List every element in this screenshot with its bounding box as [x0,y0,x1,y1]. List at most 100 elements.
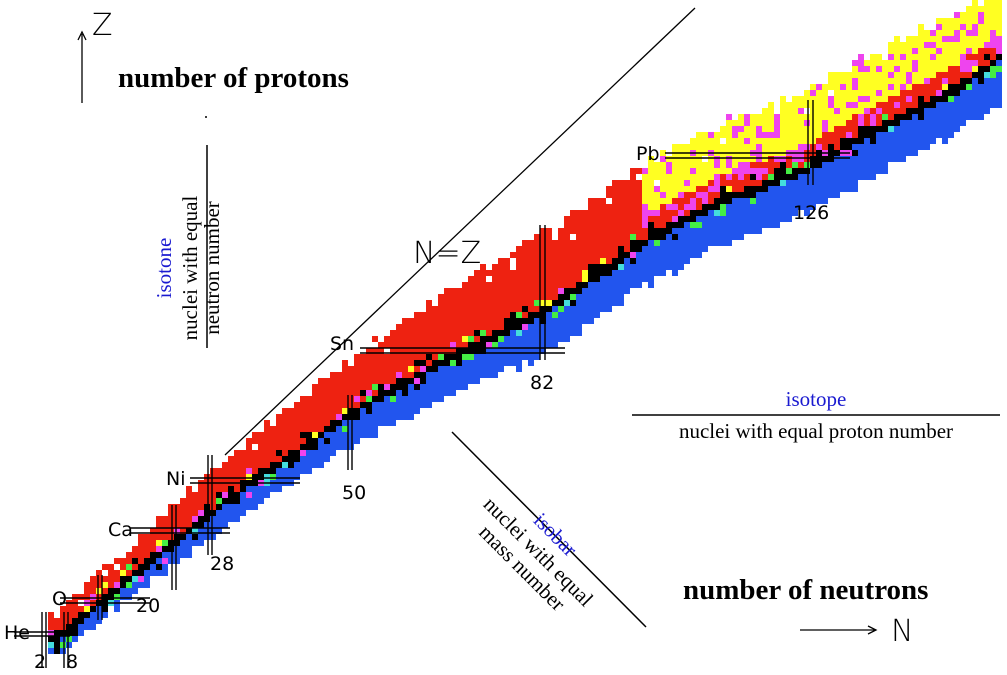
nuclide-cell [744,132,750,138]
nuclide-cell [120,558,126,564]
nuclide-cell [798,204,804,210]
nuclide-cell [270,426,276,432]
nuclide-cell [582,234,588,240]
nuclide-cell [498,306,504,312]
nuclide-cell [972,36,978,42]
nuclide-cell [588,270,594,276]
nuclide-cell [504,258,510,264]
nuclide-cell [372,366,378,372]
nuclide-cell [384,414,390,420]
nuclide-cell [990,18,996,24]
nuclide-cell [150,528,156,534]
nuclide-cell [894,120,900,126]
nuclide-cell [576,210,582,216]
nuclide-cell [378,348,384,354]
nuclide-cell [558,318,564,324]
nuclide-cell [750,162,756,168]
nuclide-cell [306,468,312,474]
nuclide-cell [762,144,768,150]
nuclide-cell [90,576,96,582]
nuclide-cell [378,366,384,372]
nuclide-cell [240,492,246,498]
nuclide-cell [438,348,444,354]
nuclide-cell [390,360,396,366]
nuclide-cell [888,84,894,90]
nuclide-cell [408,372,414,378]
nuclide-cell [450,348,456,354]
nuclide-cell [576,294,582,300]
nuclide-cell [960,96,966,102]
nuclide-cell [540,252,546,258]
nuclide-cell [816,138,822,144]
nuclide-cell [450,336,456,342]
nuclide-cell [726,216,732,222]
nuclide-cell [186,498,192,504]
nuclide-cell [726,192,732,198]
nuclide-cell [966,42,972,48]
nuclide-cell [612,198,618,204]
nuclide-cell [858,54,864,60]
nuclide-cell [738,228,744,234]
nuclide-cell [660,162,666,168]
nuclide-cell [252,462,258,468]
nuclide-cell [684,210,690,216]
nuclide-cell [918,66,924,72]
nuclide-cell [216,528,222,534]
nuclide-cell [774,216,780,222]
nuclide-cell [990,84,996,90]
nuclide-cell [696,240,702,246]
nuclide-cell [768,156,774,162]
nuclide-cell [432,324,438,330]
nuclide-cell [540,330,546,336]
nuclide-cell [486,282,492,288]
nuclide-cell [876,156,882,162]
nuclide-cell [612,240,618,246]
nuclide-cell [936,18,942,24]
nuclide-cell [414,342,420,348]
nuclide-cell [120,570,126,576]
nuclide-cell [636,228,642,234]
nuclide-cell [738,216,744,222]
nuclide-cell [534,336,540,342]
nuclide-cell [504,270,510,276]
nuclide-cell [522,294,528,300]
nuclide-cell [630,246,636,252]
nuclide-cell [996,102,1002,108]
nuclide-cell [780,126,786,132]
nuclide-cell [618,246,624,252]
nuclide-cell [342,378,348,384]
nuclide-cell [540,288,546,294]
nuclide-cell [126,582,132,588]
nuclide-cell [744,216,750,222]
nuclide-cell [864,144,870,150]
nuclide-cell [204,528,210,534]
nuclide-cell [354,396,360,402]
nuclide-cell [534,270,540,276]
nuclide-cell [228,456,234,462]
nuclide-cell [702,192,708,198]
nuclide-cell [714,168,720,174]
nuclide-cell [552,342,558,348]
nuclide-cell [144,564,150,570]
nuclide-cell [522,288,528,294]
nuclide-cell [624,270,630,276]
nuclide-cell [540,306,546,312]
nuclide-cell [966,96,972,102]
nuclide-cell [966,48,972,54]
nuclide-cell [564,228,570,234]
nuclide-cell [966,54,972,60]
nuclide-cell [420,396,426,402]
nuclide-cell [144,546,150,552]
nuclide-cell [504,264,510,270]
nuclide-cell [624,240,630,246]
nuclide-cell [174,516,180,522]
nuclide-cell [690,216,696,222]
nuclide-cell [606,222,612,228]
nuclide-cell [984,42,990,48]
nuclide-cell [360,426,366,432]
nuclide-cell [372,390,378,396]
nuclide-cell [390,366,396,372]
nuclide-cell [654,162,660,168]
nuclide-cell [876,66,882,72]
nuclide-cell [642,234,648,240]
